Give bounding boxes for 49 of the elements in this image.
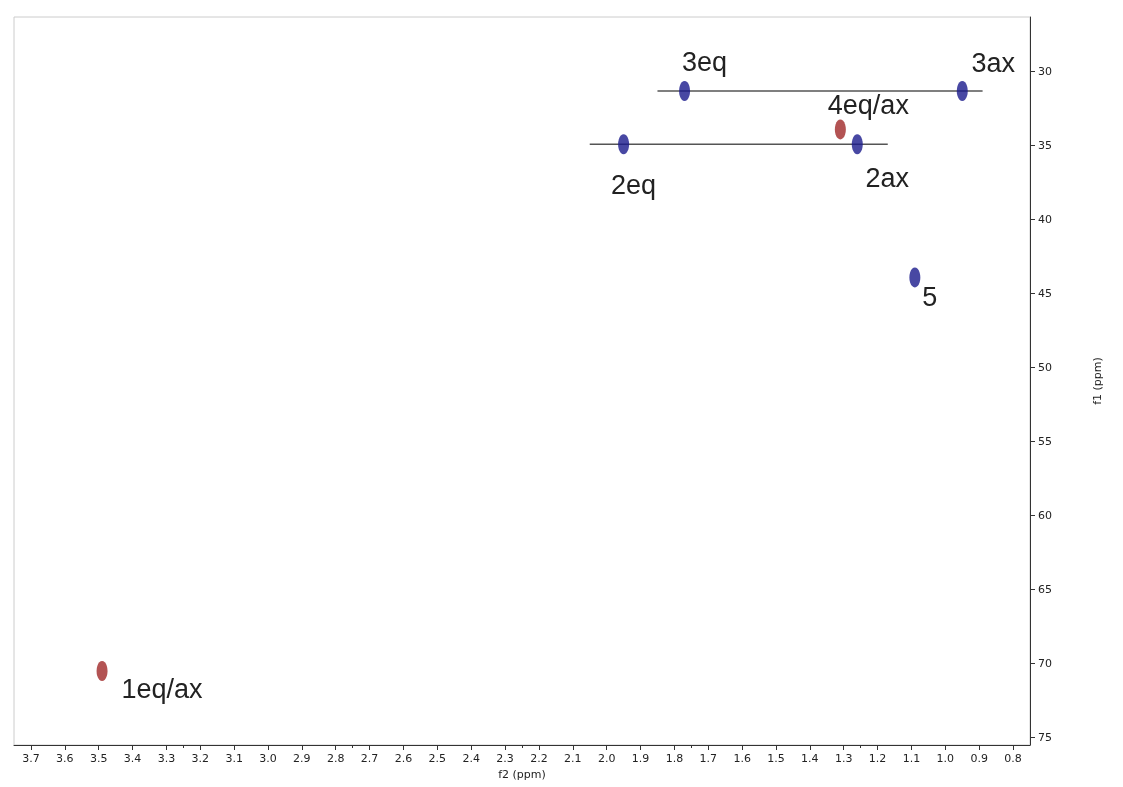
x-tick-label: 2.8 <box>326 752 345 765</box>
x-tick-label: 2.9 <box>293 752 311 765</box>
x-tick-label: 2.7 <box>360 752 379 765</box>
x-tick-label: 1.2 <box>868 752 887 765</box>
x-tick-label: 1.9 <box>631 752 650 765</box>
x-tick-label: 3.3 <box>157 752 176 765</box>
y-tick-label: 60 <box>1038 509 1052 523</box>
annotation: 3eq <box>682 46 728 77</box>
x-tick-label: 2.6 <box>394 752 413 765</box>
y-tick-label: 75 <box>1038 731 1052 745</box>
y-tick-label: 65 <box>1038 583 1052 597</box>
x-tick-label: 1.4 <box>801 752 819 765</box>
x-tick-label: 0.8 <box>1004 752 1022 765</box>
x-tick-label: 1.3 <box>834 752 853 765</box>
y-tick-label: 40 <box>1038 213 1052 227</box>
x-tick-label: 3.0 <box>259 752 277 765</box>
x-tick-label: 3.4 <box>123 752 142 765</box>
y-tick-label: 55 <box>1038 435 1052 449</box>
x-tick-label: 3.1 <box>225 752 243 765</box>
x-axis-title: f2 (ppm) <box>498 768 546 781</box>
annotation: 4eq/ax <box>827 90 910 121</box>
x-tick-label: 1.0 <box>936 752 955 765</box>
y-tick-label: 35 <box>1038 139 1052 153</box>
x-tick-label: 1.8 <box>665 752 684 765</box>
y-tick-label: 30 <box>1038 65 1052 79</box>
x-tick-label: 1.7 <box>699 752 718 765</box>
x-tick-label: 2.4 <box>462 752 480 765</box>
y-tick-label: 45 <box>1038 287 1052 301</box>
x-tick-label: 3.7 <box>22 752 40 765</box>
annotation: 2eq <box>611 170 657 201</box>
y-axis-title: f1 (ppm) <box>1091 357 1104 405</box>
annotation: 3ax <box>971 47 1016 78</box>
x-tick-label: 3.6 <box>56 752 74 765</box>
x-tick-label: 2.0 <box>597 752 616 765</box>
x-tick-label: 2.3 <box>496 752 514 765</box>
x-tick-label: 3.5 <box>89 752 108 765</box>
x-tick-label: 2.2 <box>530 752 548 765</box>
x-tick-label: 1.6 <box>733 752 751 765</box>
y-tick-label: 70 <box>1038 657 1052 671</box>
x-tick-label: 1.1 <box>902 752 921 765</box>
x-tick-label: 2.5 <box>428 752 447 765</box>
annotation: 1eq/ax <box>121 674 204 705</box>
x-tick-label: 2.1 <box>564 752 582 765</box>
annotation: 2ax <box>865 163 910 194</box>
y-tick-label: 50 <box>1038 361 1052 375</box>
annotation: 5 <box>922 282 938 313</box>
x-tick-label: 0.9 <box>970 752 988 765</box>
x-tick-label: 1.5 <box>767 752 785 765</box>
x-tick-label: 3.2 <box>191 752 210 765</box>
